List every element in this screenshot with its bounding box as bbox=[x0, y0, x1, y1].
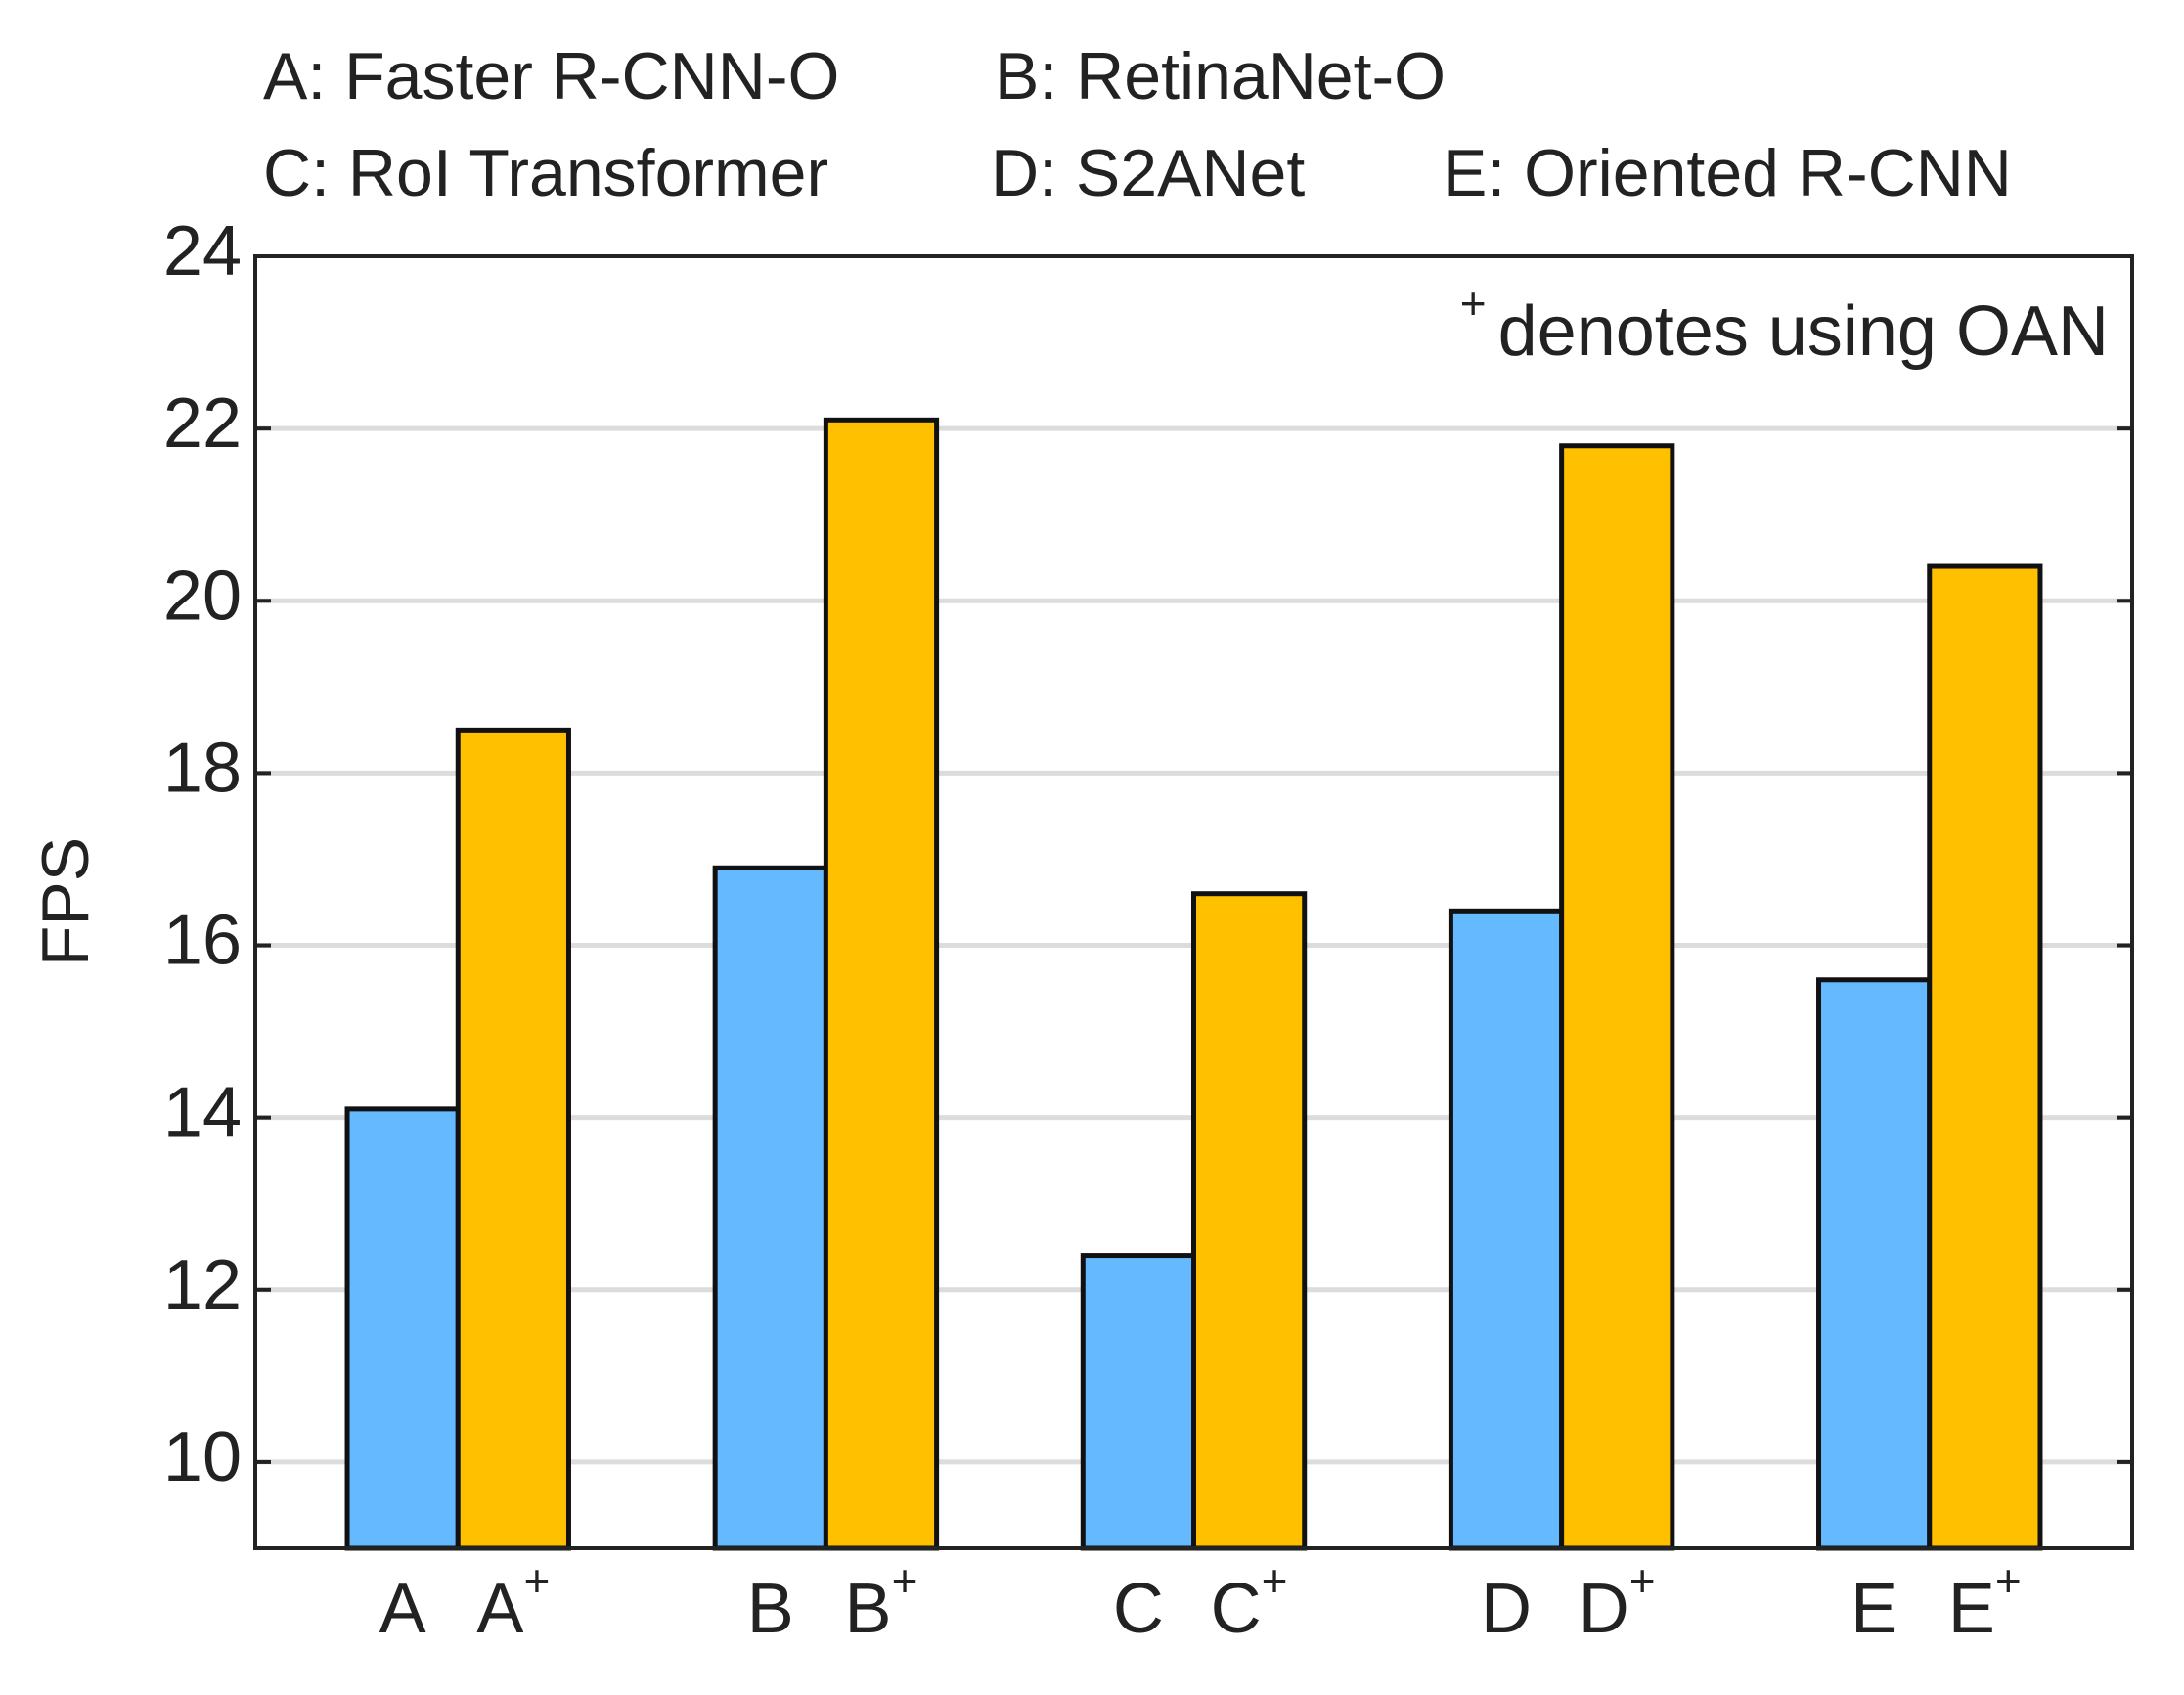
y-tick-label: 22 bbox=[163, 384, 242, 463]
note: D: S2ANet bbox=[991, 136, 1305, 210]
y-tick-label: 12 bbox=[163, 1246, 242, 1324]
x-tick-category: C bbox=[1113, 1570, 1164, 1648]
annotation-text: denotes using OAN bbox=[1498, 292, 2109, 371]
plot-frame bbox=[253, 254, 2134, 1550]
x-tick-superscript: + bbox=[1262, 1555, 1288, 1606]
y-tick-label: 20 bbox=[163, 557, 242, 635]
x-tick-category: E bbox=[1850, 1570, 1897, 1648]
annotation-mark: + bbox=[1460, 278, 1487, 329]
y-tick-label: 24 bbox=[163, 212, 242, 290]
x-tick-category: D bbox=[1481, 1570, 1532, 1648]
y-tick-label: 10 bbox=[163, 1418, 242, 1496]
x-tick-category: D bbox=[1579, 1570, 1629, 1648]
x-tick-label: E bbox=[1850, 1570, 1897, 1648]
y-axis-label: FPS bbox=[28, 837, 103, 966]
bar bbox=[455, 727, 571, 1551]
note: E: Oriented R-CNN bbox=[1443, 136, 2012, 210]
bar bbox=[712, 865, 828, 1551]
x-tick-category: B bbox=[845, 1570, 892, 1648]
x-tick-label: C+ bbox=[1211, 1555, 1288, 1648]
note: C: RoI Transformer bbox=[263, 136, 828, 210]
note: B: RetinaNet-O bbox=[995, 39, 1446, 113]
bar bbox=[1448, 908, 1565, 1551]
bar bbox=[344, 1106, 461, 1551]
bar bbox=[1080, 1253, 1197, 1551]
x-tick-label: A+ bbox=[476, 1555, 550, 1648]
annotation: + denotes using OAN bbox=[1460, 278, 2109, 371]
bar bbox=[1927, 563, 2043, 1551]
x-tick-label: C bbox=[1113, 1570, 1164, 1648]
x-tick-label: B bbox=[747, 1570, 794, 1648]
x-tick-label: E+ bbox=[1948, 1555, 2022, 1648]
x-tick-category: C bbox=[1211, 1570, 1262, 1648]
y-tick-label: 16 bbox=[163, 902, 242, 980]
y-tick-label: 14 bbox=[163, 1074, 242, 1152]
x-tick-superscript: + bbox=[523, 1555, 550, 1606]
x-tick-label: A bbox=[379, 1570, 426, 1648]
x-tick-label: D bbox=[1481, 1570, 1532, 1648]
bar bbox=[823, 417, 940, 1551]
bar bbox=[1816, 977, 1933, 1551]
x-tick-label: D+ bbox=[1579, 1555, 1656, 1648]
x-tick-category: A bbox=[476, 1570, 523, 1648]
bar bbox=[1559, 443, 1675, 1551]
x-tick-superscript: + bbox=[892, 1555, 918, 1606]
x-tick-category: E bbox=[1948, 1570, 1995, 1648]
y-tick-label: 18 bbox=[163, 729, 242, 807]
x-tick-label: B+ bbox=[845, 1555, 918, 1648]
note: A: Faster R-CNN-O bbox=[263, 39, 839, 113]
x-tick-category: A bbox=[379, 1570, 426, 1648]
x-tick-category: B bbox=[747, 1570, 794, 1648]
x-tick-superscript: + bbox=[1629, 1555, 1656, 1606]
bar bbox=[1191, 891, 1308, 1551]
x-tick-superscript: + bbox=[1995, 1555, 2022, 1606]
